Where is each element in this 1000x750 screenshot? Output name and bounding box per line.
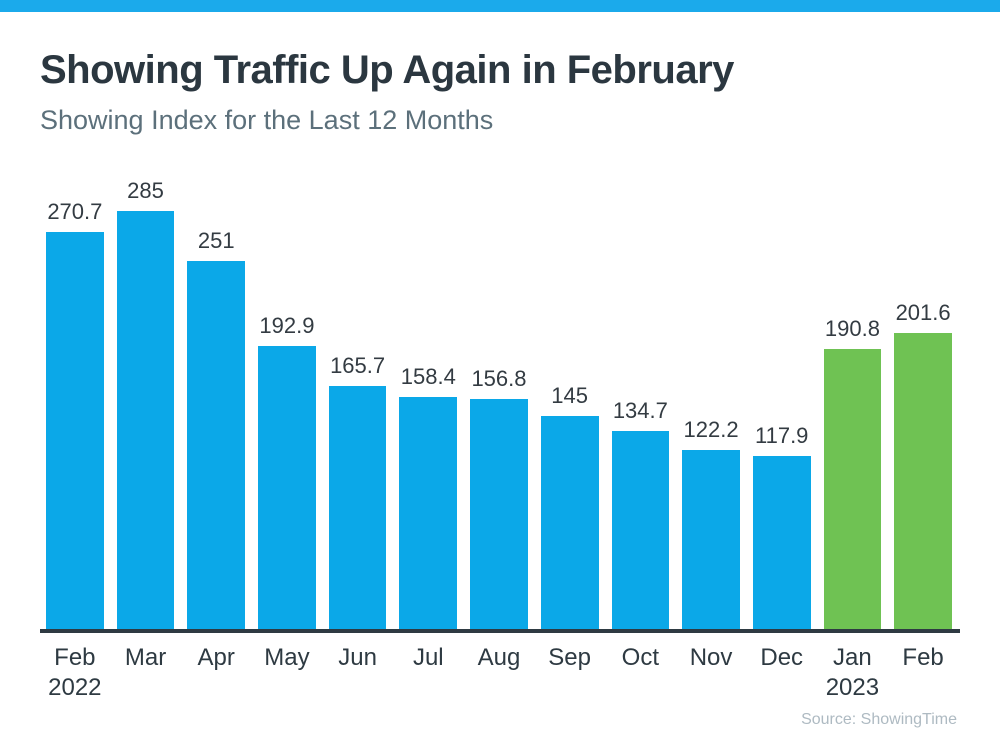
month-label: Apr bbox=[197, 643, 235, 671]
page-subtitle: Showing Index for the Last 12 Months bbox=[40, 105, 494, 135]
bar-column: 117.9 bbox=[752, 422, 811, 629]
bar-column: 122.2 bbox=[682, 417, 740, 629]
bar-column: 134.7 bbox=[611, 397, 670, 629]
bar-value-label: 158.4 bbox=[400, 363, 456, 389]
bar-column: 145 bbox=[540, 382, 599, 629]
month-label: Aug bbox=[477, 643, 521, 671]
bar-column: 285 bbox=[116, 177, 175, 629]
source-note: Source: ShowingTime bbox=[801, 710, 957, 728]
bar-value-label: 165.7 bbox=[330, 352, 386, 378]
bar-value-label: 285 bbox=[127, 177, 164, 203]
month-label: May bbox=[264, 643, 310, 671]
bar bbox=[116, 210, 175, 629]
year-label: 2023 bbox=[825, 673, 880, 701]
year-label: 2022 bbox=[48, 673, 102, 701]
bar bbox=[399, 396, 458, 629]
bar-value-label: 201.6 bbox=[895, 299, 951, 325]
bar bbox=[752, 455, 811, 629]
bar-chart: 270.7 285 251 192.9 165.7 158.4 156.8 145 134.7 1… bbox=[40, 178, 960, 703]
bar-value-label: 145 bbox=[551, 382, 589, 408]
bar-value-label: 270.7 bbox=[47, 198, 103, 224]
bar-column: 190.8 bbox=[823, 315, 882, 629]
bar-column: 270.7 bbox=[46, 199, 104, 629]
bar-value-label: 251 bbox=[197, 227, 235, 253]
bar-value-label: 122.2 bbox=[683, 416, 739, 442]
month-label: Mar bbox=[124, 643, 167, 671]
month-label: Dec bbox=[760, 643, 804, 671]
month-label: Jun bbox=[338, 643, 377, 671]
bar bbox=[46, 231, 104, 629]
bar bbox=[470, 398, 528, 629]
bar-column: 192.9 bbox=[258, 313, 316, 629]
bar-column: 251 bbox=[187, 227, 246, 629]
bar bbox=[611, 430, 670, 629]
chart-header: Showing Traffic Up Again in February Sho… bbox=[40, 48, 960, 136]
bar bbox=[823, 348, 882, 629]
bar bbox=[187, 260, 246, 629]
month-label: Feb 2022 bbox=[46, 643, 104, 703]
bar bbox=[328, 385, 387, 629]
plot-area: 270.7 285 251 192.9 165.7 158.4 156.8 145 134.7 1… bbox=[40, 178, 960, 633]
bar bbox=[894, 332, 952, 629]
bar bbox=[682, 449, 740, 629]
bar-column: 156.8 bbox=[470, 366, 528, 629]
bar-column: 201.6 bbox=[894, 300, 952, 629]
month-label: Jan 2023 bbox=[824, 643, 882, 703]
bar-value-label: 134.7 bbox=[612, 397, 668, 423]
page-title: Showing Traffic Up Again in February bbox=[40, 48, 734, 92]
bar-value-label: 192.9 bbox=[259, 312, 315, 338]
bar-column: 158.4 bbox=[399, 363, 458, 629]
month-label: Oct bbox=[621, 643, 660, 671]
x-axis-labels: Feb 2022 Mar Apr May Jun Jul Aug Sep Oct Nov Dec Jan… bbox=[40, 633, 960, 703]
bar-value-label: 190.8 bbox=[824, 315, 880, 341]
bar-column: 165.7 bbox=[328, 352, 387, 629]
month-label: Sep bbox=[548, 643, 591, 671]
bar-value-label: 117.9 bbox=[755, 422, 809, 448]
top-accent-bar bbox=[0, 0, 1000, 12]
month-label: Feb bbox=[902, 643, 944, 671]
bar bbox=[258, 345, 316, 629]
bar-value-label: 156.8 bbox=[471, 365, 527, 391]
bar bbox=[540, 415, 599, 629]
month-label: Jul bbox=[412, 643, 444, 671]
month-label: Nov bbox=[689, 643, 733, 671]
